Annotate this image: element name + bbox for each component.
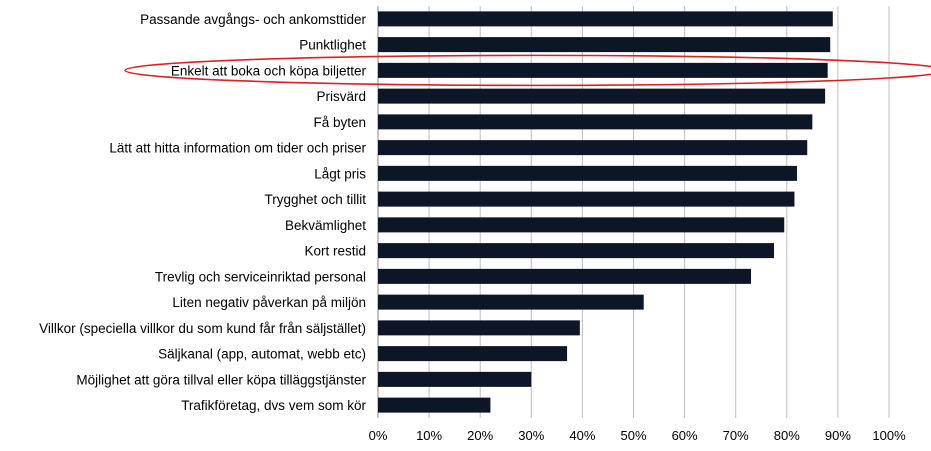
x-tick-labels: 0% 10% 20% 30% 40% 50% 60% 70% 80% 90% 100% <box>369 428 906 443</box>
category-label: Passande avgångs- och ankomsttider <box>140 12 366 27</box>
category-labels: Passande avgångs- och ankomsttider Punktl… <box>39 12 366 413</box>
bar <box>378 11 833 27</box>
category-label: Lågt pris <box>314 166 366 181</box>
category-label: Lätt att hitta information om tider och … <box>109 141 366 156</box>
x-tick-label: 10% <box>416 428 442 443</box>
x-tick-label: 100% <box>872 428 906 443</box>
category-label: Prisvärd <box>316 89 366 104</box>
bar <box>378 37 831 53</box>
category-label: Få byten <box>313 115 366 130</box>
bar <box>378 62 828 78</box>
highlight-ellipse <box>124 54 931 87</box>
x-tick-label: 90% <box>825 428 851 443</box>
category-label: Möjlighet att göra tillval eller köpa ti… <box>76 372 366 387</box>
category-label: Säljkanal (app, automat, webb etc) <box>158 347 366 362</box>
bar <box>378 191 795 207</box>
category-label: Bekvämlighet <box>285 218 366 233</box>
category-label: Enkelt att boka och köpa biljetter <box>171 63 367 78</box>
bar <box>378 346 568 362</box>
bar <box>378 397 491 413</box>
x-tick-label: 70% <box>723 428 749 443</box>
x-tick-label: 50% <box>620 428 646 443</box>
annotations <box>124 54 931 87</box>
x-tick-label: 80% <box>774 428 800 443</box>
bar <box>378 294 644 310</box>
x-tick-label: 60% <box>672 428 698 443</box>
category-label: Trafikföretag, dvs vem som kör <box>181 398 366 413</box>
category-label: Punktlighet <box>299 38 366 53</box>
category-label: Kort restid <box>304 244 366 259</box>
x-tick-label: 40% <box>569 428 595 443</box>
category-label: Trevlig och serviceinriktad personal <box>155 269 366 284</box>
bar <box>378 114 813 130</box>
category-label: Villkor (speciella villkor du som kund f… <box>39 321 366 336</box>
category-label: Trygghet och tillit <box>264 192 366 207</box>
bar <box>378 217 785 233</box>
x-tick-label: 30% <box>518 428 544 443</box>
bar <box>378 320 580 336</box>
x-tick-label: 20% <box>467 428 493 443</box>
bar <box>378 88 826 104</box>
x-tick-label: 0% <box>369 428 388 443</box>
bar <box>378 165 798 181</box>
bar <box>378 371 532 387</box>
bar <box>378 140 808 156</box>
category-label: Liten negativ påverkan på miljön <box>172 295 366 310</box>
bars <box>378 11 833 413</box>
bar <box>378 243 775 259</box>
bar <box>378 268 752 284</box>
